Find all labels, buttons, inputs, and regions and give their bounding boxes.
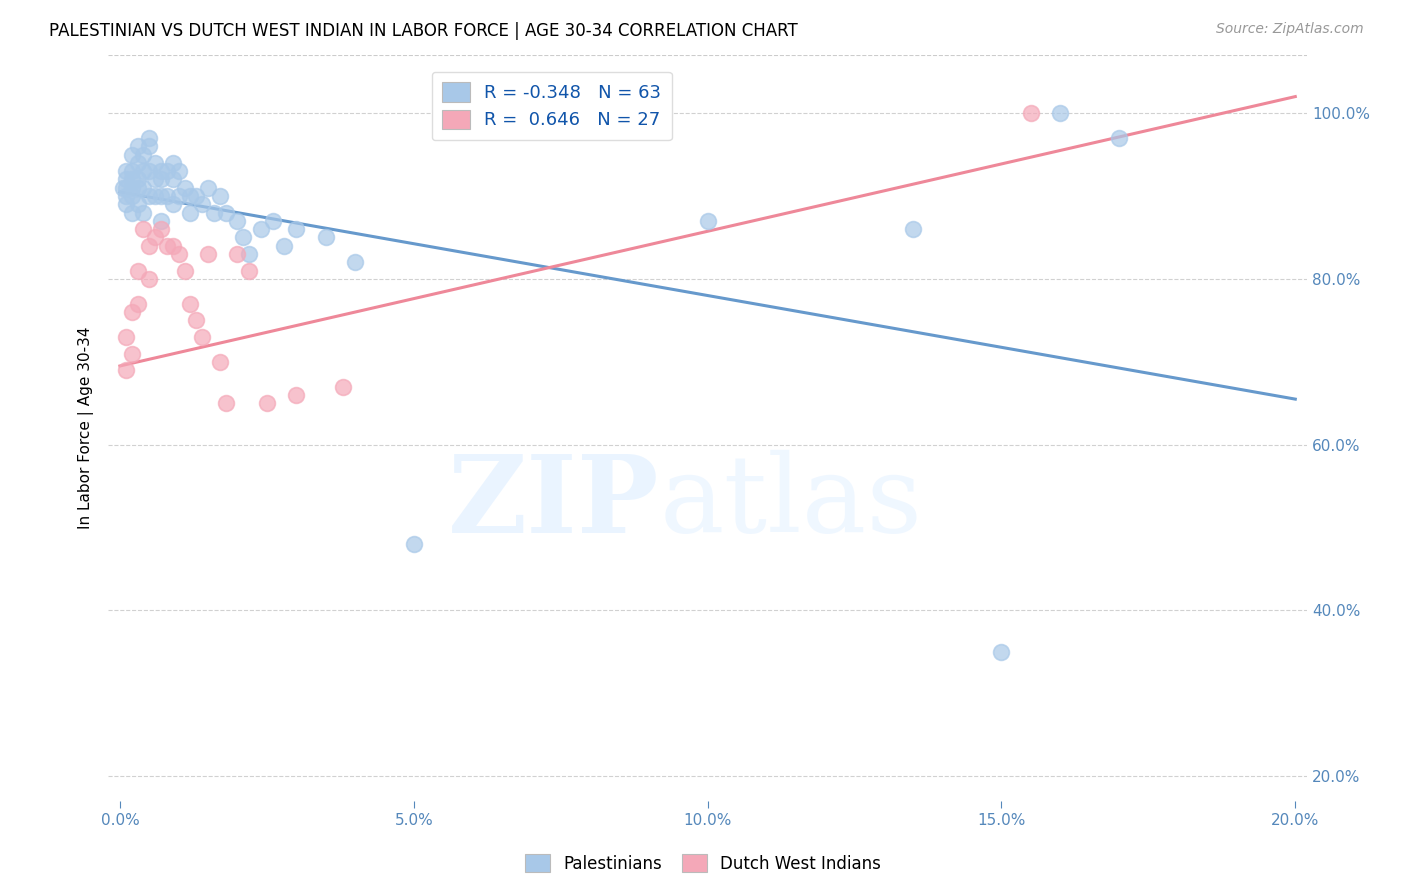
- Text: ZIP: ZIP: [449, 450, 659, 556]
- Point: [232, 230, 254, 244]
- Point: [173, 263, 195, 277]
- Y-axis label: In Labor Force | Age 30-34: In Labor Force | Age 30-34: [79, 326, 94, 529]
- Point: [197, 247, 219, 261]
- Point: [167, 189, 190, 203]
- Point: [114, 172, 136, 186]
- Point: [162, 239, 184, 253]
- Point: [111, 180, 134, 194]
- Point: [156, 239, 179, 253]
- Text: atlas: atlas: [659, 450, 922, 556]
- Point: [179, 189, 201, 203]
- Point: [191, 197, 214, 211]
- Point: [121, 305, 143, 319]
- Point: [332, 380, 354, 394]
- Point: [132, 147, 155, 161]
- Point: [121, 189, 143, 203]
- Point: [402, 537, 425, 551]
- Point: [179, 297, 201, 311]
- Point: [127, 263, 149, 277]
- Point: [150, 214, 173, 228]
- Point: [197, 180, 219, 194]
- Point: [138, 189, 160, 203]
- Point: [179, 205, 201, 219]
- Point: [162, 197, 184, 211]
- Point: [138, 272, 160, 286]
- Point: [343, 255, 366, 269]
- Point: [167, 164, 190, 178]
- Legend: R = -0.348   N = 63, R =  0.646   N = 27: R = -0.348 N = 63, R = 0.646 N = 27: [432, 71, 672, 140]
- Point: [114, 189, 136, 203]
- Point: [273, 239, 295, 253]
- Point: [114, 330, 136, 344]
- Point: [1108, 131, 1130, 145]
- Point: [208, 355, 231, 369]
- Point: [138, 139, 160, 153]
- Point: [114, 197, 136, 211]
- Point: [143, 156, 166, 170]
- Point: [127, 180, 149, 194]
- Point: [121, 164, 143, 178]
- Point: [121, 346, 143, 360]
- Point: [696, 214, 718, 228]
- Point: [250, 222, 273, 236]
- Text: PALESTINIAN VS DUTCH WEST INDIAN IN LABOR FORCE | AGE 30-34 CORRELATION CHART: PALESTINIAN VS DUTCH WEST INDIAN IN LABO…: [49, 22, 799, 40]
- Point: [238, 263, 260, 277]
- Point: [1049, 106, 1071, 120]
- Point: [215, 396, 238, 410]
- Point: [903, 222, 925, 236]
- Point: [150, 164, 173, 178]
- Point: [143, 230, 166, 244]
- Point: [143, 172, 166, 186]
- Point: [186, 313, 208, 327]
- Point: [121, 180, 143, 194]
- Point: [162, 156, 184, 170]
- Point: [127, 172, 149, 186]
- Text: Source: ZipAtlas.com: Source: ZipAtlas.com: [1216, 22, 1364, 37]
- Point: [215, 205, 238, 219]
- Point: [156, 164, 179, 178]
- Point: [132, 205, 155, 219]
- Point: [226, 247, 249, 261]
- Point: [150, 222, 173, 236]
- Point: [208, 189, 231, 203]
- Point: [191, 330, 214, 344]
- Point: [114, 164, 136, 178]
- Point: [127, 197, 149, 211]
- Point: [143, 189, 166, 203]
- Point: [156, 189, 179, 203]
- Point: [226, 214, 249, 228]
- Point: [114, 363, 136, 377]
- Point: [121, 147, 143, 161]
- Point: [121, 172, 143, 186]
- Point: [238, 247, 260, 261]
- Point: [127, 297, 149, 311]
- Point: [990, 645, 1012, 659]
- Point: [132, 180, 155, 194]
- Point: [1019, 106, 1042, 120]
- Point: [285, 388, 308, 402]
- Point: [202, 205, 225, 219]
- Point: [127, 139, 149, 153]
- Point: [315, 230, 337, 244]
- Point: [138, 131, 160, 145]
- Point: [162, 172, 184, 186]
- Point: [114, 180, 136, 194]
- Point: [256, 396, 278, 410]
- Point: [138, 239, 160, 253]
- Point: [121, 205, 143, 219]
- Point: [150, 189, 173, 203]
- Point: [150, 172, 173, 186]
- Point: [186, 189, 208, 203]
- Point: [132, 164, 155, 178]
- Point: [127, 156, 149, 170]
- Legend: Palestinians, Dutch West Indians: Palestinians, Dutch West Indians: [519, 847, 887, 880]
- Point: [173, 180, 195, 194]
- Point: [285, 222, 308, 236]
- Point: [262, 214, 284, 228]
- Point: [167, 247, 190, 261]
- Point: [132, 222, 155, 236]
- Point: [138, 164, 160, 178]
